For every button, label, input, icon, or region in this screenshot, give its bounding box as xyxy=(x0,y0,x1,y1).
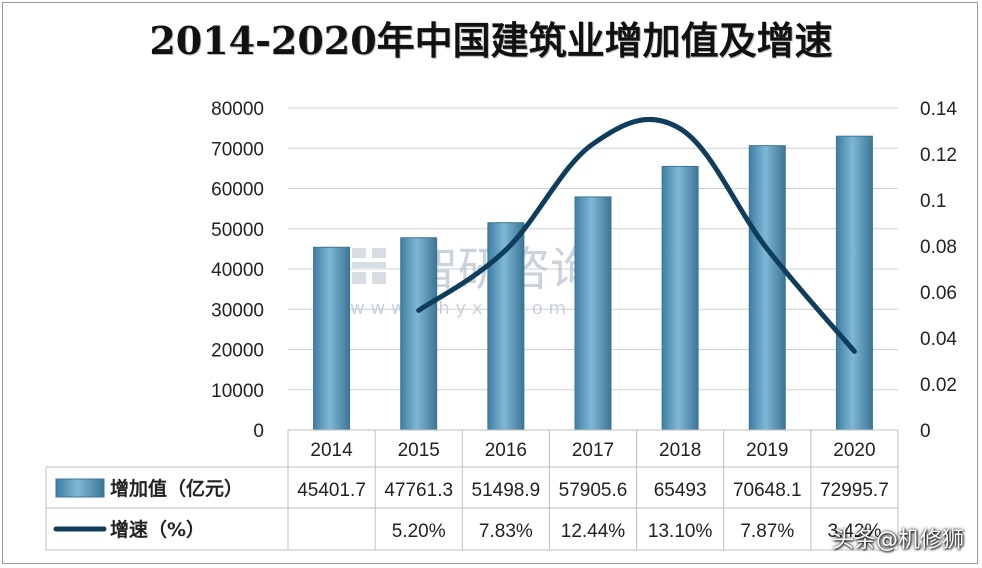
right-tick-label: 0.12 xyxy=(920,145,957,166)
growth-value-label: 7.83% xyxy=(479,521,533,542)
x-tick-label: 2018 xyxy=(659,440,701,461)
x-tick-label: 2016 xyxy=(485,440,527,461)
credit-watermark: 头条@机修狮 xyxy=(831,528,964,553)
bar xyxy=(400,237,438,431)
bar xyxy=(835,135,873,431)
growth-value-label: 5.20% xyxy=(392,521,446,542)
bar-series xyxy=(313,135,873,431)
bar-value-label: 51498.9 xyxy=(472,480,541,501)
bar-value-label: 47761.3 xyxy=(384,480,453,501)
left-tick-label: 20000 xyxy=(211,341,264,362)
right-tick-label: 0.04 xyxy=(920,329,957,350)
left-tick-label: 10000 xyxy=(211,381,264,402)
left-axis-ticks: 0 10000 20000 30000 40000 50000 60000 70000 8000… xyxy=(211,99,264,442)
left-tick-label: 0 xyxy=(253,421,264,442)
bar-value-label: 45401.7 xyxy=(297,480,366,501)
x-tick-label: 2015 xyxy=(398,440,440,461)
bar xyxy=(574,196,612,431)
x-tick-label: 2014 xyxy=(310,440,353,461)
bar-value-label: 72995.7 xyxy=(820,480,889,501)
x-tick-label: 2019 xyxy=(746,440,788,461)
growth-value-label: 13.10% xyxy=(648,521,713,542)
growth-value-label: 12.44% xyxy=(561,521,626,542)
watermark-logo-icon xyxy=(352,248,386,284)
x-tick-label: 2017 xyxy=(572,440,614,461)
bar xyxy=(661,165,699,431)
legend-line-label: 增速（%） xyxy=(110,518,205,541)
line-series xyxy=(416,116,857,354)
legend-bar-swatch xyxy=(55,478,105,498)
bar-value-label: 57905.6 xyxy=(559,480,628,501)
bar xyxy=(748,145,786,431)
growth-value-label: 3.42% xyxy=(827,521,881,542)
chart-title: 2014-2020年中国建筑业增加值及增速 xyxy=(149,18,833,63)
right-tick-label: 0.06 xyxy=(920,283,957,304)
right-tick-label: 0.1 xyxy=(920,191,946,212)
left-tick-label: 80000 xyxy=(211,99,264,120)
right-tick-label: 0 xyxy=(920,421,931,442)
growth-value-label: 7.87% xyxy=(740,521,794,542)
right-tick-label: 0.08 xyxy=(920,237,957,258)
x-tick-label: 2020 xyxy=(833,440,875,461)
watermark: 智研咨询 w w w . c h y x x . c o m xyxy=(350,242,596,319)
right-axis-ticks: 0 0.02 0.04 0.06 0.08 0.1 0.12 0.14 xyxy=(920,99,957,442)
left-tick-label: 50000 xyxy=(211,220,264,241)
right-tick-label: 0.14 xyxy=(920,99,957,120)
left-tick-label: 70000 xyxy=(211,139,264,160)
left-tick-label: 40000 xyxy=(211,260,264,281)
growth-line xyxy=(416,116,857,354)
legend-bar-label: 增加值（亿元） xyxy=(110,477,243,500)
data-table: 2014 2015 2016 2017 2018 2019 2020 增加值（亿元） 增速（%）… xyxy=(45,429,899,551)
bar xyxy=(313,246,351,431)
bar xyxy=(487,222,525,431)
bar-value-label: 65493 xyxy=(654,480,707,501)
left-tick-label: 60000 xyxy=(211,180,264,201)
bar-value-label: 70648.1 xyxy=(733,480,802,501)
watermark-url: w w w . c h y x x . c o m xyxy=(350,298,566,319)
right-tick-label: 0.02 xyxy=(920,375,957,396)
left-tick-label: 30000 xyxy=(211,300,264,321)
